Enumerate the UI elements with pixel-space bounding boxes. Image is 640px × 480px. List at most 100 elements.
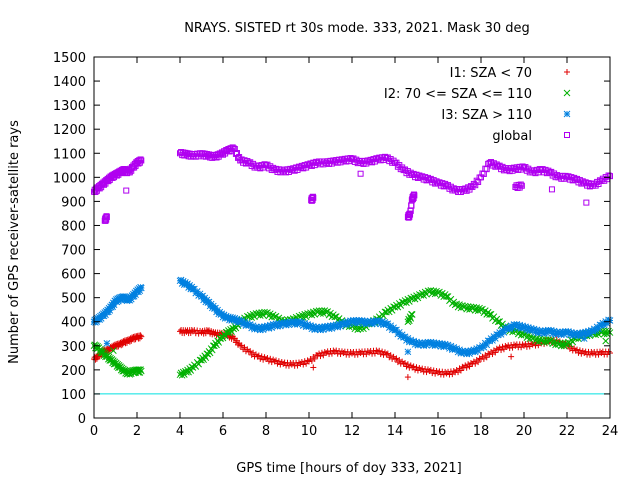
y-axis-label: Number of GPS receiver-satellite rays	[7, 120, 22, 364]
data-point	[459, 363, 466, 370]
data-point	[310, 194, 317, 201]
data-point	[574, 346, 581, 353]
data-point	[346, 351, 353, 358]
data-point	[118, 342, 125, 349]
data-point	[432, 370, 439, 377]
data-point	[493, 345, 500, 352]
x-tick-label: 10	[301, 424, 318, 439]
data-point	[392, 356, 398, 363]
data-point	[502, 342, 509, 349]
y-tick-label: 300	[61, 340, 86, 355]
chart-marks	[90, 144, 614, 395]
data-point	[408, 311, 416, 318]
data-point	[137, 366, 144, 373]
data-point	[92, 356, 99, 363]
y-tick-label: 1300	[53, 99, 86, 114]
data-point	[429, 370, 436, 377]
data-point	[126, 338, 133, 345]
y-tick-label: 200	[61, 364, 86, 379]
data-point	[103, 340, 111, 347]
legend-label: I3: SZA > 110	[441, 108, 532, 123]
data-point	[138, 157, 145, 164]
plot-frame	[93, 56, 611, 419]
x-tick-label: 4	[176, 424, 184, 439]
data-point	[410, 363, 417, 370]
data-point	[123, 187, 130, 194]
data-point	[221, 332, 229, 340]
data-point	[586, 351, 593, 358]
y-tick-label: 1200	[53, 123, 86, 138]
series-2	[90, 276, 614, 358]
data-point	[440, 371, 447, 378]
data-point	[466, 363, 473, 370]
data-point	[103, 214, 110, 221]
data-point	[376, 347, 383, 354]
data-point	[404, 361, 411, 368]
data-point	[383, 351, 390, 358]
data-point	[605, 348, 612, 355]
data-point	[605, 172, 612, 179]
data-point	[580, 335, 588, 342]
data-point	[258, 353, 265, 360]
x-tick-label: 24	[602, 424, 619, 439]
legend-label: global	[492, 129, 532, 144]
x-tick-label: 18	[473, 424, 490, 439]
data-point	[109, 347, 117, 354]
data-point	[273, 357, 280, 364]
data-point	[517, 181, 524, 188]
y-tick-label: 0	[78, 412, 86, 427]
data-point	[245, 348, 252, 355]
legend-marker	[563, 110, 571, 118]
data-point	[137, 284, 145, 292]
y-tick-label: 1400	[53, 75, 86, 90]
data-point	[138, 333, 145, 340]
data-point	[494, 318, 502, 326]
data-point	[602, 337, 610, 345]
y-tick-label: 700	[61, 244, 86, 259]
x-tick-label: 6	[219, 424, 227, 439]
data-point	[195, 330, 202, 337]
data-point	[475, 359, 482, 366]
data-point	[137, 156, 144, 163]
data-point	[187, 367, 195, 374]
data-point	[583, 199, 590, 206]
data-point	[492, 349, 499, 356]
y-tick-label: 900	[61, 195, 86, 210]
x-tick-label: 12	[344, 424, 361, 439]
x-tick-label: 2	[133, 424, 141, 439]
data-point	[404, 374, 411, 381]
x-tick-label: 0	[90, 424, 98, 439]
data-point	[285, 362, 292, 369]
y-tick-label: 100	[61, 388, 86, 403]
data-point	[518, 182, 525, 189]
data-point	[264, 354, 271, 361]
data-point	[604, 351, 611, 358]
y-tick-label: 400	[61, 316, 86, 331]
y-tick-label: 500	[61, 292, 86, 307]
data-point	[443, 293, 450, 300]
data-point	[423, 369, 430, 376]
y-tick-label: 800	[61, 219, 86, 234]
data-point	[457, 367, 464, 374]
data-point	[255, 352, 262, 359]
data-point	[498, 347, 505, 354]
data-point	[483, 354, 490, 361]
x-tick-label: 14	[387, 424, 404, 439]
x-tick-label: 22	[559, 424, 576, 439]
legend-marker	[564, 132, 570, 138]
y-tick-label: 1500	[53, 51, 86, 66]
data-point	[267, 355, 274, 362]
data-point	[308, 197, 315, 204]
legend-marker	[564, 69, 570, 75]
data-point	[411, 192, 418, 199]
data-point	[300, 361, 307, 368]
data-point	[208, 346, 216, 354]
x-axis-label: GPS time [hours of doy 333, 2021]	[236, 461, 461, 476]
chart-legend: I1: SZA < 70 I2: 70 <= SZA <= 110 I3: SZA …	[384, 66, 571, 144]
data-point	[566, 340, 574, 348]
data-point	[332, 313, 340, 320]
data-point	[137, 332, 144, 339]
data-point	[486, 311, 493, 318]
x-tick-label: 16	[430, 424, 447, 439]
